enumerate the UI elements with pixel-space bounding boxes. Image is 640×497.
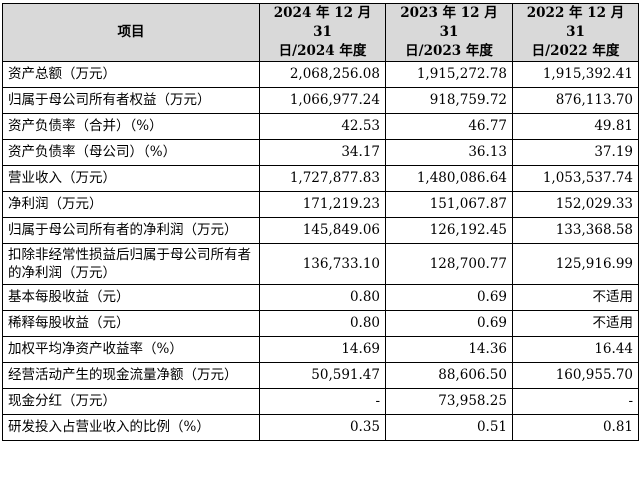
header-2024: 2024 年 12 月 31 日/2024 年度	[259, 3, 386, 62]
value-2024: 1,066,977.24	[259, 87, 386, 114]
value-2024: -	[259, 388, 386, 415]
table-row: 营业收入（万元） 1,727,877.83 1,480,086.64 1,053…	[2, 165, 639, 192]
value-2022: 152,029.33	[512, 191, 639, 218]
value-2022: 1,053,537.74	[512, 165, 639, 192]
financial-data-table: 项目 2024 年 12 月 31 日/2024 年度 2023 年 12 月 …	[2, 3, 639, 441]
value-2023: 1,480,086.64	[385, 165, 513, 192]
header-2023-line2: 日/2023 年度	[405, 43, 493, 59]
row-label: 净利润（万元）	[2, 191, 260, 218]
value-2023: 73,958.25	[385, 388, 513, 415]
value-2023: 36.13	[385, 139, 513, 166]
value-2022: 1,915,392.41	[512, 61, 639, 88]
row-label: 营业收入（万元）	[2, 165, 260, 192]
value-2024: 34.17	[259, 139, 386, 166]
header-2022: 2022 年 12 月 31 日/2022 年度	[512, 3, 639, 62]
value-2024: 171,219.23	[259, 191, 386, 218]
value-2022: 133,368.58	[512, 217, 639, 244]
row-label: 稀释每股收益（元）	[2, 310, 260, 337]
table-row: 净利润（万元） 171,219.23 151,067.87 152,029.33	[2, 191, 639, 218]
value-2023: 46.77	[385, 113, 513, 140]
value-2022: 160,955.70	[512, 362, 639, 389]
row-label: 资产负债率（合并）（%）	[2, 113, 260, 140]
value-2024: 50,591.47	[259, 362, 386, 389]
value-2022: 不适用	[512, 310, 639, 337]
value-2023: 0.51	[385, 414, 513, 441]
value-2022: 0.81	[512, 414, 639, 441]
value-2023: 0.69	[385, 310, 513, 337]
value-2024: 0.80	[259, 284, 386, 311]
row-label: 归属于母公司所有者权益（万元）	[2, 87, 260, 114]
table-row: 经营活动产生的现金流量净额（万元） 50,591.47 88,606.50 16…	[2, 362, 639, 389]
table-row: 现金分红（万元） - 73,958.25 -	[2, 388, 639, 415]
header-2022-line1: 2022 年 12 月 31	[526, 5, 625, 40]
header-2023-line1: 2023 年 12 月 31	[400, 5, 498, 40]
value-2023: 1,915,272.78	[385, 61, 513, 88]
table-row: 扣除非经常性损益后归属于母公司所有者的净利润（万元） 136,733.10 12…	[2, 243, 639, 285]
table-row: 资产负债率（母公司）（%） 34.17 36.13 37.19	[2, 139, 639, 166]
header-item: 项目	[2, 3, 260, 62]
table-body: 资产总额（万元） 2,068,256.08 1,915,272.78 1,915…	[2, 61, 639, 441]
value-2022: -	[512, 388, 639, 415]
row-label: 资产负债率（母公司）（%）	[2, 139, 260, 166]
header-row: 项目 2024 年 12 月 31 日/2024 年度 2023 年 12 月 …	[2, 3, 639, 62]
value-2024: 136,733.10	[259, 243, 386, 285]
table-row: 基本每股收益（元） 0.80 0.69 不适用	[2, 284, 639, 311]
row-label: 研发投入占营业收入的比例（%）	[2, 414, 260, 441]
value-2023: 14.36	[385, 336, 513, 363]
row-label: 扣除非经常性损益后归属于母公司所有者的净利润（万元）	[2, 243, 260, 285]
value-2023: 918,759.72	[385, 87, 513, 114]
table-row: 资产总额（万元） 2,068,256.08 1,915,272.78 1,915…	[2, 61, 639, 88]
row-label: 经营活动产生的现金流量净额（万元）	[2, 362, 260, 389]
table-row: 加权平均净资产收益率（%） 14.69 14.36 16.44	[2, 336, 639, 363]
table-header: 项目 2024 年 12 月 31 日/2024 年度 2023 年 12 月 …	[2, 3, 639, 62]
header-2024-line1: 2024 年 12 月 31	[273, 5, 372, 40]
row-label: 归属于母公司所有者的净利润（万元）	[2, 217, 260, 244]
value-2022: 16.44	[512, 336, 639, 363]
table-row: 归属于母公司所有者权益（万元） 1,066,977.24 918,759.72 …	[2, 87, 639, 114]
value-2022: 不适用	[512, 284, 639, 311]
row-label: 加权平均净资产收益率（%）	[2, 336, 260, 363]
value-2023: 126,192.45	[385, 217, 513, 244]
value-2022: 49.81	[512, 113, 639, 140]
value-2022: 876,113.70	[512, 87, 639, 114]
value-2024: 2,068,256.08	[259, 61, 386, 88]
row-label: 基本每股收益（元）	[2, 284, 260, 311]
value-2024: 0.80	[259, 310, 386, 337]
value-2024: 145,849.06	[259, 217, 386, 244]
table-row: 归属于母公司所有者的净利润（万元） 145,849.06 126,192.45 …	[2, 217, 639, 244]
table-row: 资产负债率（合并）（%） 42.53 46.77 49.81	[2, 113, 639, 140]
table-row: 研发投入占营业收入的比例（%） 0.35 0.51 0.81	[2, 414, 639, 441]
value-2024: 1,727,877.83	[259, 165, 386, 192]
value-2023: 88,606.50	[385, 362, 513, 389]
value-2022: 37.19	[512, 139, 639, 166]
header-2024-line2: 日/2024 年度	[278, 43, 367, 59]
header-2022-line2: 日/2022 年度	[531, 43, 620, 59]
value-2024: 0.35	[259, 414, 386, 441]
row-label: 现金分红（万元）	[2, 388, 260, 415]
table-row: 稀释每股收益（元） 0.80 0.69 不适用	[2, 310, 639, 337]
value-2024: 14.69	[259, 336, 386, 363]
value-2023: 0.69	[385, 284, 513, 311]
value-2024: 42.53	[259, 113, 386, 140]
header-2023: 2023 年 12 月 31 日/2023 年度	[385, 3, 513, 62]
value-2023: 151,067.87	[385, 191, 513, 218]
row-label: 资产总额（万元）	[2, 61, 260, 88]
value-2023: 128,700.77	[385, 243, 513, 285]
value-2022: 125,916.99	[512, 243, 639, 285]
